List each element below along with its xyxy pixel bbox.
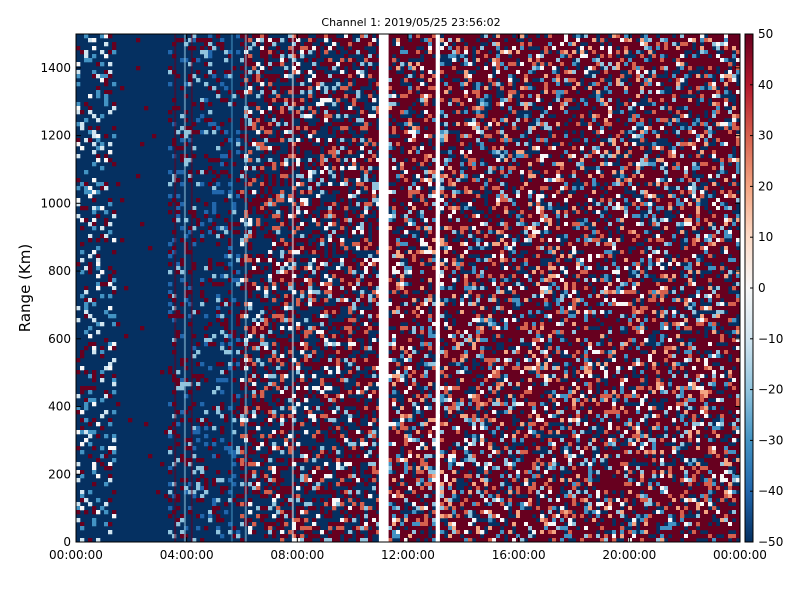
heatmap-cells [76,34,740,542]
x-tick-label: 00:00:00 [713,548,767,562]
x-tick-label: 00:00:00 [49,548,103,562]
colorbar-tick-label: −10 [758,332,783,346]
data-gap-0 [379,34,389,542]
streak-2 [191,34,193,542]
streak-0 [174,34,176,542]
streak-3 [231,34,233,542]
x-tick-label: 20:00:00 [602,548,656,562]
y-tick-label: 1200 [40,129,71,143]
y-tick-label: 0 [63,535,71,549]
streak-5 [292,34,294,542]
y-tick-label: 1000 [40,196,71,210]
x-tick-label: 12:00:00 [381,548,435,562]
streak-4 [245,34,247,542]
colorbar-tick-label: 40 [758,78,773,92]
y-tick-label: 600 [48,332,71,346]
chart-title: Channel 1: 2019/05/25 23:56:02 [321,16,500,29]
x-tick-label: 16:00:00 [492,548,546,562]
colorbar-tick-label: −20 [758,383,783,397]
x-tick-label: 08:00:00 [270,548,324,562]
y-tick-label: 800 [48,264,71,278]
colorbar-tick-label: 10 [758,230,773,244]
y-tick-label: 200 [48,467,71,481]
y-axis-label: Range (Km) [16,244,34,332]
streak-1 [184,34,186,542]
colorbar-tick-label: 30 [758,129,773,143]
colorbar-tick-label: 50 [758,27,773,41]
colorbar-tick-label: −40 [758,484,783,498]
colorbar-tick-label: 20 [758,179,773,193]
x-tick-label: 04:00:00 [160,548,214,562]
data-gap-1 [436,34,440,542]
y-tick-label: 1400 [40,61,71,75]
colorbar-tick-label: 0 [758,281,766,295]
colorbar-tick-label: −50 [758,535,783,549]
y-tick-label: 400 [48,400,71,414]
colorbar-tick-label: −30 [758,433,783,447]
colorbar-axis: 50 40 30 20 10 0 −10 −20 −30 −40 −50 [750,27,783,549]
